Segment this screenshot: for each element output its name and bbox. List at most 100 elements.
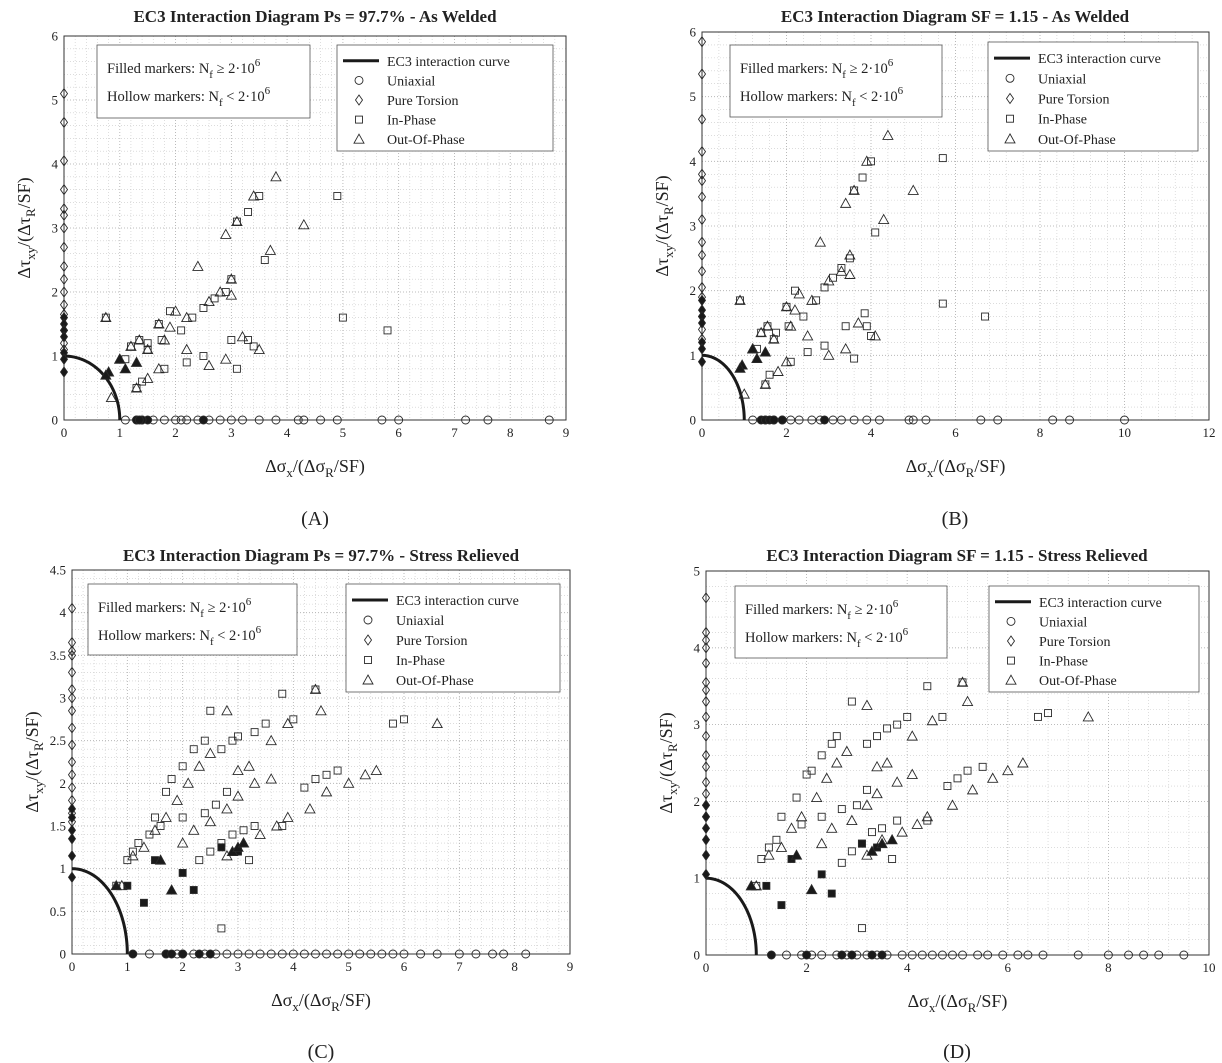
data-point-square bbox=[333, 192, 342, 200]
data-point-triangle bbox=[835, 265, 848, 276]
annotation-sub: f bbox=[852, 97, 856, 109]
ec3-interaction-curve bbox=[701, 353, 746, 421]
data-point-square bbox=[217, 924, 226, 933]
data-point-square bbox=[322, 770, 331, 779]
x-label-part: /SF) bbox=[334, 456, 365, 477]
legend-entry: Uniaxial bbox=[1039, 615, 1087, 630]
data-point-square bbox=[138, 377, 147, 386]
data-point-triangle bbox=[182, 777, 194, 788]
y-label-part: /(Δτ bbox=[22, 751, 43, 781]
legend: EC3 interaction curve Uniaxial Pure Torsio… bbox=[987, 41, 1199, 152]
data-point-diamond bbox=[67, 769, 77, 781]
data-point-circle bbox=[483, 415, 493, 425]
data-point-triangle bbox=[822, 275, 835, 286]
legend-entry: Uniaxial bbox=[1038, 72, 1086, 87]
data-point-diamond bbox=[697, 343, 707, 355]
y-label-sub: R bbox=[31, 742, 46, 751]
data-point-triangle bbox=[852, 317, 865, 328]
data-point-square bbox=[200, 736, 209, 745]
data-point-square bbox=[178, 868, 187, 877]
data-point-square bbox=[227, 336, 236, 344]
data-point-triangle bbox=[814, 236, 827, 247]
data-point-square bbox=[837, 264, 846, 272]
data-point-triangle bbox=[176, 837, 189, 848]
x-label-sub: R bbox=[331, 999, 340, 1014]
data-point-diamond bbox=[67, 692, 77, 704]
y-tick-label: 2 bbox=[690, 283, 697, 298]
data-point-circle bbox=[927, 950, 937, 960]
data-point-square bbox=[195, 856, 204, 865]
data-point-square bbox=[355, 115, 363, 124]
data-point-circle bbox=[366, 949, 376, 959]
data-point-square bbox=[863, 739, 871, 748]
data-point-triangle bbox=[253, 343, 265, 355]
data-point-triangle bbox=[236, 330, 249, 342]
data-point-circle bbox=[194, 949, 204, 959]
y-tick-label: 4 bbox=[52, 157, 59, 172]
annotation-part: Hollow markers: N bbox=[107, 89, 219, 105]
data-point-diamond bbox=[697, 168, 707, 181]
annotation-line-filled: Filled markers: Nf ≥ 2·106 bbox=[745, 598, 899, 622]
data-point-circle bbox=[867, 950, 877, 960]
data-point-triangle bbox=[270, 170, 282, 182]
legend: EC3 interaction curve Uniaxial Pure Torsio… bbox=[336, 44, 554, 152]
data-point-triangle bbox=[309, 683, 322, 694]
data-point-circle bbox=[120, 415, 130, 425]
data-point-triangle bbox=[320, 785, 333, 797]
data-point-square bbox=[938, 712, 947, 721]
data-point-square bbox=[850, 354, 859, 363]
data-point-circle bbox=[233, 949, 243, 959]
series-out-of-phase bbox=[734, 129, 920, 399]
y-tick-label: 3 bbox=[694, 717, 701, 732]
data-point-square bbox=[221, 288, 230, 296]
data-point-triangle bbox=[232, 790, 244, 801]
data-point-square bbox=[736, 296, 744, 305]
series-pure-torsion bbox=[59, 87, 69, 378]
data-point-circle bbox=[817, 950, 827, 960]
x-label-part: Δσ bbox=[906, 456, 928, 476]
data-point-triangle bbox=[911, 818, 924, 829]
data-point-triangle bbox=[785, 822, 798, 833]
data-point-triangle bbox=[165, 884, 178, 895]
x-tick-label: 8 bbox=[511, 959, 518, 974]
data-point-square bbox=[903, 712, 912, 721]
y-tick-label: 6 bbox=[52, 29, 59, 44]
data-point-triangle bbox=[956, 676, 969, 687]
data-point-diamond bbox=[59, 260, 69, 273]
data-point-square bbox=[166, 307, 174, 316]
y-tick-label: 0 bbox=[60, 947, 67, 962]
data-point-circle bbox=[921, 415, 931, 425]
data-point-diamond bbox=[697, 145, 707, 158]
x-label-part: Δσ bbox=[908, 991, 930, 1011]
data-point-square bbox=[135, 336, 144, 344]
data-point-circle bbox=[344, 949, 354, 959]
data-point-triangle bbox=[353, 133, 365, 144]
data-point-diamond bbox=[59, 273, 69, 285]
data-point-triangle bbox=[825, 822, 838, 833]
data-point-square bbox=[139, 898, 148, 907]
y-tick-label: 3 bbox=[690, 219, 697, 234]
data-point-triangle bbox=[820, 772, 833, 783]
x-tick-label: 0 bbox=[61, 425, 68, 440]
data-point-triangle bbox=[839, 342, 852, 354]
data-point-square bbox=[178, 762, 187, 771]
y-tick-label: 3.5 bbox=[50, 648, 66, 663]
annotation-part: ≥ 2·10 bbox=[846, 61, 888, 77]
data-point-square bbox=[777, 901, 786, 910]
x-tick-label: 12 bbox=[1203, 425, 1216, 440]
data-point-square bbox=[199, 352, 208, 360]
data-point-diamond bbox=[701, 730, 711, 742]
x-axis-label: Δσx/(ΔσR/SF) bbox=[271, 990, 371, 1014]
data-point-square bbox=[893, 816, 902, 825]
data-point-square bbox=[792, 793, 801, 802]
legend-entry: In-Phase bbox=[387, 114, 436, 129]
y-tick-label: 1.5 bbox=[50, 819, 66, 834]
x-tick-label: 4 bbox=[904, 960, 911, 975]
x-tick-label: 10 bbox=[1118, 425, 1131, 440]
data-point-triangle bbox=[806, 294, 818, 305]
data-point-square bbox=[167, 775, 176, 784]
data-point-diamond bbox=[59, 116, 69, 129]
data-point-square bbox=[222, 787, 231, 796]
series-out-of-phase bbox=[100, 170, 310, 403]
